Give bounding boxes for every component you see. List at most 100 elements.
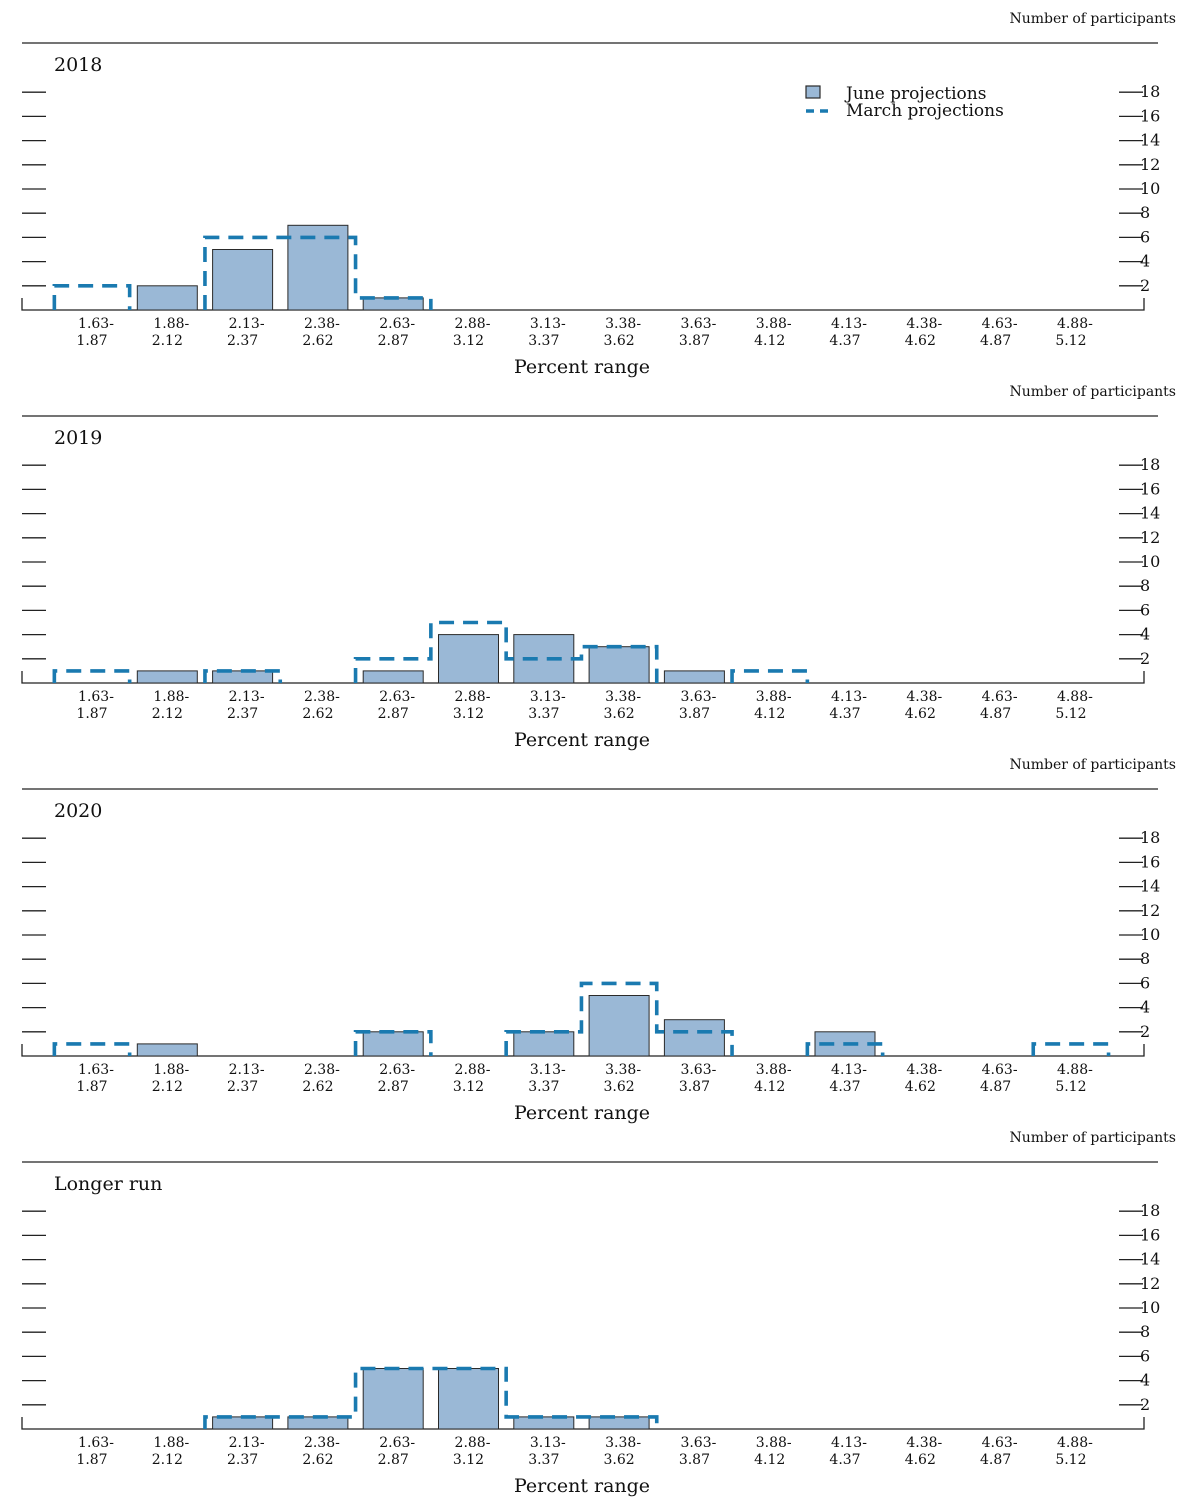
y-tick-label: 6 [1140,227,1150,246]
x-tick-label-bottom: 2.87 [378,1452,409,1468]
y-tick-label: 16 [1140,479,1160,498]
x-tick-label-top: 4.38- [906,316,942,332]
y-tick-label: 12 [1140,1274,1160,1293]
x-axis-label: Percent range [514,1102,650,1124]
y-tick-label: 4 [1140,252,1150,271]
x-tick-label-bottom: 4.62 [905,333,936,349]
june-bar [212,1416,274,1430]
x-tick-label-bottom: 3.37 [528,1079,559,1095]
x-axis-label: Percent range [514,729,650,751]
x-tick-label-bottom: 2.12 [152,333,183,349]
y-units-label: Number of participants [1009,757,1176,773]
y-tick-label: 16 [1140,852,1160,871]
x-tick-label-top: 3.13- [530,689,566,705]
x-tick-label-bottom: 3.12 [453,1452,484,1468]
y-tick-label: 12 [1140,901,1160,920]
x-tick-label-bottom: 4.37 [829,333,860,349]
x-tick-label-bottom: 2.62 [302,333,333,349]
x-tick-label-top: 2.13- [229,1062,265,1078]
june-bar [663,1019,725,1057]
june-bar [136,1043,198,1057]
x-tick-label-bottom: 3.62 [604,1079,635,1095]
y-tick-label: 12 [1140,528,1160,547]
x-tick-label-top: 2.13- [229,316,265,332]
x-tick-label-bottom: 3.37 [528,706,559,722]
x-tick-label-top: 3.38- [605,1062,641,1078]
x-tick-label-top: 2.38- [304,1062,340,1078]
x-tick-label-bottom: 2.62 [302,1452,333,1468]
x-tick-label-top: 2.63- [379,689,415,705]
x-tick-label-top: 2.88- [455,1062,491,1078]
x-tick-label-top: 4.88- [1057,1435,1093,1451]
x-tick-label-top: 3.38- [605,1435,641,1451]
x-tick-label-bottom: 4.87 [980,1452,1011,1468]
y-tick-label: 14 [1140,504,1160,523]
x-tick-label-bottom: 3.62 [604,706,635,722]
x-axis-frame [21,298,1145,311]
x-tick-label-top: 2.13- [229,1435,265,1451]
y-tick-label: 18 [1140,828,1160,847]
x-tick-label-top: 4.63- [982,1435,1018,1451]
x-tick-label-bottom: 4.62 [905,1079,936,1095]
june-bar [362,1368,424,1430]
legend-june-swatch [805,85,821,99]
x-axis-label: Percent range [514,1475,650,1497]
x-tick-label-bottom: 3.12 [453,333,484,349]
june-bar [438,634,499,684]
x-tick-label-bottom: 3.62 [604,333,635,349]
y-units-label: Number of participants [1009,1130,1176,1146]
y-tick-label: 6 [1140,1346,1150,1365]
x-tick-label-top: 1.88- [153,689,189,705]
y-units-label: Number of participants [1009,11,1176,27]
x-tick-label-top: 1.63- [78,689,114,705]
x-tick-label-bottom: 4.87 [980,333,1011,349]
x-tick-label-bottom: 1.87 [76,333,107,349]
june-bar [212,249,274,311]
y-tick-label: 18 [1140,455,1160,474]
march-projection-outline [203,1366,659,1429]
x-tick-label-bottom: 4.12 [754,1452,785,1468]
y-tick-label: 16 [1140,106,1160,125]
y-tick-label: 6 [1140,600,1150,619]
x-tick-label-top: 3.38- [605,316,641,332]
y-tick-label: 18 [1140,1201,1160,1220]
y-tick-label: 10 [1140,925,1160,944]
march-projection-outline [52,620,810,683]
x-tick-label-top: 2.63- [379,1435,415,1451]
x-tick-label-top: 4.63- [982,1062,1018,1078]
y-tick-label: 12 [1140,155,1160,174]
legend-june-label: June projections [844,84,986,104]
x-tick-label-top: 4.88- [1057,316,1093,332]
june-bar [212,670,274,684]
x-tick-label-bottom: 5.12 [1055,706,1086,722]
june-bar [588,646,650,684]
x-tick-label-top: 3.38- [605,689,641,705]
june-bar [136,285,198,311]
june-bar [588,1416,650,1430]
y-tick-label: 14 [1140,877,1160,896]
x-tick-label-bottom: 2.12 [152,1452,183,1468]
x-tick-label-bottom: 1.87 [76,1452,107,1468]
y-tick-label: 4 [1140,625,1150,644]
june-bar [287,224,349,311]
x-tick-label-top: 2.38- [304,1435,340,1451]
y-tick-label: 2 [1140,1395,1150,1414]
y-tick-label: 4 [1140,998,1150,1017]
x-tick-label-bottom: 4.12 [754,1079,785,1095]
x-tick-label-top: 2.63- [379,1062,415,1078]
x-tick-label-top: 1.88- [153,1062,189,1078]
x-tick-label-bottom: 4.37 [829,1079,860,1095]
x-tick-label-bottom: 2.37 [227,706,258,722]
panel-title: 2018 [54,54,102,76]
x-tick-label-bottom: 2.62 [302,1079,333,1095]
x-tick-label-top: 4.13- [831,1435,867,1451]
x-tick-label-bottom: 3.87 [679,333,710,349]
x-tick-label-top: 3.13- [530,1435,566,1451]
x-tick-label-top: 2.13- [229,689,265,705]
x-tick-label-top: 3.88- [756,1062,792,1078]
x-tick-label-top: 3.63- [680,1435,716,1451]
x-tick-label-bottom: 2.62 [302,706,333,722]
x-tick-label-bottom: 1.87 [76,706,107,722]
